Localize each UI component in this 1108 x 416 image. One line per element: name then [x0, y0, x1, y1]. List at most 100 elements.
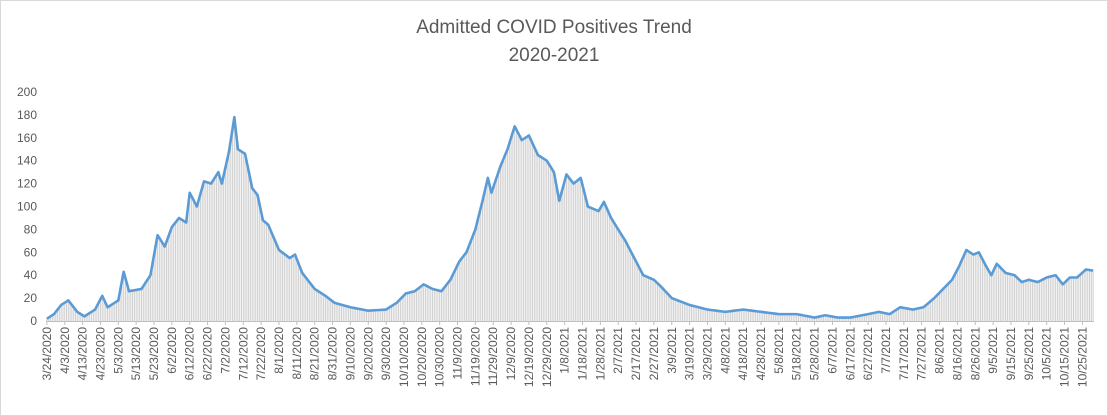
daily-bar [1015, 276, 1017, 321]
daily-bar [810, 316, 812, 321]
daily-bar [48, 317, 50, 321]
daily-bar [846, 317, 848, 321]
daily-bar [503, 157, 505, 321]
daily-bar [1064, 282, 1066, 321]
daily-bar [265, 223, 268, 321]
daily-bar [758, 311, 760, 321]
x-tick-label: 4/13/2020 [76, 327, 90, 381]
daily-bar [1030, 280, 1032, 321]
daily-bar [676, 300, 678, 321]
daily-bar [257, 195, 259, 321]
daily-bar [580, 177, 582, 322]
daily-bar [267, 224, 269, 321]
daily-bar [473, 233, 475, 321]
daily-bar [847, 317, 850, 321]
x-tick-label: 10/20/2020 [415, 327, 429, 387]
daily-bar [1040, 280, 1042, 321]
daily-bar [906, 308, 908, 321]
daily-bar [183, 221, 185, 321]
daily-bar [673, 298, 675, 321]
daily-bar [219, 177, 221, 322]
daily-bar [901, 307, 903, 321]
x-tick-label: 8/21/2020 [308, 327, 322, 381]
daily-bar [90, 311, 93, 321]
daily-bar [165, 241, 168, 321]
daily-bar [444, 286, 446, 321]
daily-bar [623, 237, 625, 321]
daily-bar [328, 298, 330, 321]
daily-bar [85, 315, 87, 321]
daily-bar [658, 284, 660, 321]
daily-bar [421, 285, 423, 321]
daily-bar [103, 299, 105, 321]
daily-bar [576, 180, 578, 321]
daily-bar [712, 310, 714, 321]
daily-bar [767, 312, 769, 321]
daily-bar [460, 259, 462, 321]
daily-bar [642, 275, 644, 321]
x-tick-label: 4/23/2020 [93, 327, 107, 381]
daily-bar [144, 283, 146, 321]
daily-bar [626, 244, 628, 321]
daily-bar [528, 135, 530, 321]
daily-bar [915, 308, 917, 321]
daily-bar [573, 183, 575, 321]
daily-bar [244, 153, 246, 321]
daily-bar [549, 166, 551, 321]
daily-bar [235, 133, 237, 321]
daily-bar [271, 233, 273, 321]
daily-bar [610, 217, 612, 321]
daily-bar [214, 177, 216, 322]
daily-bar [556, 191, 559, 321]
daily-bar [362, 309, 364, 321]
y-tick-label: 120 [17, 177, 37, 191]
y-tick-label: 100 [17, 200, 37, 214]
daily-bar [526, 136, 528, 321]
x-tick-label: 7/12/2020 [236, 327, 250, 381]
daily-bar [492, 187, 494, 321]
daily-bar [519, 136, 521, 321]
daily-bar [771, 313, 773, 321]
chart-title: Admitted COVID Positives Trend [416, 17, 692, 38]
daily-bar [826, 315, 828, 321]
daily-bar [232, 128, 234, 321]
daily-bar [319, 292, 321, 322]
daily-bar [944, 287, 946, 321]
daily-bar [976, 253, 978, 321]
x-tick-label: 10/15/2021 [1058, 327, 1072, 387]
daily-bar [512, 132, 514, 321]
daily-bar [508, 143, 510, 321]
daily-bar [385, 309, 387, 321]
daily-bar [382, 309, 384, 321]
daily-bar [114, 302, 116, 321]
daily-bar [530, 139, 532, 321]
daily-bar [719, 311, 721, 321]
x-tick-label: 8/31/2020 [326, 327, 340, 381]
daily-bar [546, 160, 548, 321]
daily-bar [1067, 279, 1069, 321]
x-tick-label: 6/27/2021 [861, 327, 875, 381]
daily-bar [1022, 281, 1025, 321]
daily-bar [396, 302, 398, 321]
daily-bar [735, 310, 737, 321]
daily-bar [731, 310, 733, 321]
daily-bar [874, 312, 876, 321]
daily-bar [239, 150, 241, 321]
daily-bar [740, 309, 742, 321]
daily-bar [694, 306, 696, 321]
daily-bar [608, 213, 610, 321]
daily-bar [298, 263, 300, 321]
daily-bar [812, 317, 814, 321]
line-layer [46, 115, 1094, 320]
daily-bar [465, 252, 467, 321]
daily-bar [887, 313, 889, 321]
daily-bar [251, 188, 253, 321]
daily-bar [76, 311, 78, 321]
daily-bar [282, 252, 284, 321]
daily-bar [246, 162, 248, 321]
daily-bar [778, 314, 780, 321]
daily-bar [521, 140, 523, 321]
daily-bar [82, 315, 84, 321]
daily-bar [958, 266, 960, 321]
daily-bar [162, 243, 164, 321]
